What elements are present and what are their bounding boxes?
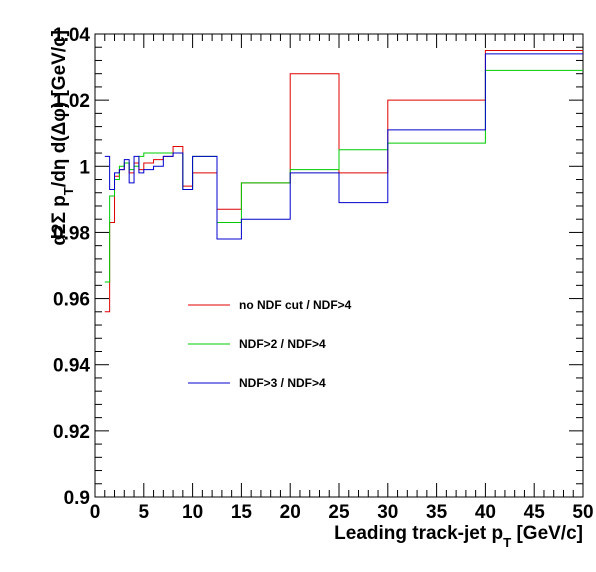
y-tick-label: 0.96 (53, 290, 90, 311)
series-lines (104, 50, 583, 313)
tick-labels: 0 5 10 15 20 25 30 35 40 45 50 0.9 0.92 0.94 0.96 0.98 1… (53, 25, 594, 523)
series-line-3 (104, 53, 583, 240)
legend-label: NDF>2 / NDF>4 (239, 337, 326, 351)
y-tick-label: 1 (79, 157, 90, 178)
y-tick-label: 0.92 (53, 422, 90, 443)
x-tick-label: 0 (90, 502, 101, 523)
x-tick-label: 45 (524, 502, 546, 523)
legend-label: NDF>3 / NDF>4 (239, 376, 326, 390)
axis-ticks (94, 33, 584, 498)
x-tick-label: 15 (231, 502, 253, 523)
y-tick-label: 1.02 (53, 91, 90, 112)
x-tick-label: 35 (426, 502, 448, 523)
y-tick-label: 0.94 (53, 356, 90, 377)
legend-label: no NDF cut / NDF>4 (239, 298, 352, 312)
y-axis-label: d2Σ pT/dη d(Δφ) [GeV/c] (49, 30, 76, 246)
x-axis-title: Leading track-jet pT [GeV/c] (334, 523, 583, 550)
series-line-2 (104, 69, 583, 283)
y-tick-label: 1.04 (53, 25, 90, 46)
x-tick-label: 25 (328, 502, 350, 523)
x-tick-label: 40 (475, 502, 496, 523)
y-tick-label: 0.9 (64, 488, 90, 509)
legend: no NDF cut / NDF>4 NDF>2 / NDF>4 NDF>3 / N… (188, 298, 352, 390)
series-line-1 (104, 50, 583, 313)
y-axis-title: d2Σ pT/dη d(Δφ) [GeV/c] (49, 30, 76, 246)
x-tick-label: 5 (139, 502, 150, 523)
x-tick-label: 50 (572, 502, 593, 523)
x-tick-label: 10 (182, 502, 203, 523)
y-tick-label: 0.98 (53, 223, 90, 244)
x-axis-label: Leading track-jet pT [GeV/c] (334, 523, 583, 550)
x-tick-label: 30 (377, 502, 398, 523)
x-tick-label: 20 (280, 502, 301, 523)
